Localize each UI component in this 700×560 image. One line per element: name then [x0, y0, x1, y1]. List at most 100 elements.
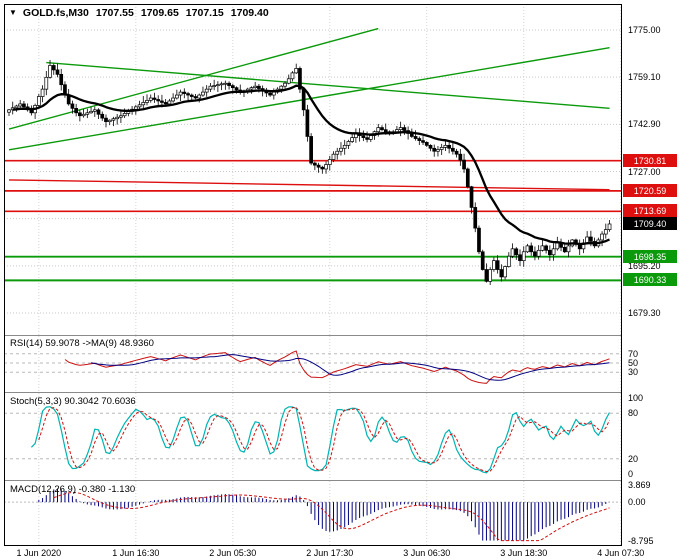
rsi-axis-label: 70 — [628, 348, 639, 359]
chart-header: ▼ GOLD.fs,M30 1707.55 1709.65 1707.15 1709.40 — [9, 7, 269, 19]
rsi-indicator-label: RSI(14) 59.9078 ->MA(9) 48.9360 — [10, 338, 154, 349]
candle-bull — [7, 109, 11, 113]
candle-bear — [301, 88, 306, 111]
candle-bull — [290, 72, 295, 80]
ascending-trendline-2[interactable] — [8, 47, 610, 151]
candle-bear — [499, 269, 504, 278]
candle-bull — [525, 245, 530, 253]
candle-bull — [216, 84, 220, 87]
candle-bear — [518, 254, 522, 262]
candle-bull — [89, 110, 93, 114]
stochastic-indicator-panel[interactable] — [4, 393, 622, 480]
ascending-trendline-1[interactable] — [8, 27, 379, 130]
candle-bear — [465, 168, 470, 188]
candle-bull — [115, 116, 120, 120]
candle-bear — [193, 96, 198, 99]
descending-trendline[interactable] — [46, 61, 610, 110]
candle-bull — [521, 251, 526, 262]
ma-line[interactable] — [12, 84, 610, 246]
time-axis-label: 4 Jun 07:30 — [597, 548, 645, 558]
candle-bull — [208, 85, 213, 90]
price-tag: 1690.33 — [623, 273, 677, 287]
candle-bull — [111, 118, 116, 121]
candle-bull — [141, 102, 146, 106]
panel-separator[interactable] — [4, 392, 622, 393]
candle-bear — [451, 147, 455, 152]
candle-bear — [268, 92, 272, 96]
macd-indicator-panel[interactable] — [4, 481, 622, 545]
time-axis-label: 1 Jun 16:30 — [112, 548, 160, 558]
candle-bear — [409, 133, 414, 137]
candle-bear — [163, 102, 168, 105]
macd-signal-line — [53, 491, 610, 542]
panel-separator[interactable] — [4, 480, 622, 481]
price-axis-label: 1679.30 — [628, 308, 661, 318]
macd-axis-label: -8.795 — [628, 536, 654, 546]
candle-bear — [495, 260, 500, 270]
candle-bull — [506, 255, 511, 267]
candle-bear — [305, 109, 310, 137]
candle-bear — [22, 103, 26, 108]
stoch-axis-label: 0 — [628, 469, 634, 479]
symbol-dropdown-icon[interactable]: ▼ — [9, 8, 17, 17]
candle-bull — [18, 103, 23, 107]
candle-bear — [365, 137, 369, 140]
candle-bear — [96, 109, 101, 115]
time-scale[interactable]: 1 Jun 2020 1 Jun 16:30 2 Jun 05:30 2 Jun 17… — [0, 546, 700, 560]
candle-bear — [152, 97, 157, 100]
candle-bull — [540, 245, 545, 251]
candle-bear — [189, 94, 194, 97]
macd-axis-label: 3.869 — [628, 480, 651, 490]
ohlc-low: 1707.15 — [185, 7, 224, 19]
main-price-chart[interactable] — [4, 4, 622, 335]
rsi-line — [64, 350, 610, 384]
price-scale[interactable]: 1775.001759.101742.901727.001711.101695.… — [622, 0, 700, 560]
price-tag: 1713.69 — [623, 204, 677, 218]
candle-bear — [402, 127, 407, 131]
candle-bear — [480, 251, 485, 270]
candle-bear — [477, 227, 481, 253]
candle-bull — [536, 249, 541, 257]
candle-bull — [223, 82, 228, 85]
rsi-indicator-panel[interactable] — [4, 336, 622, 392]
candle-bear — [104, 117, 108, 123]
candle-bull — [14, 105, 19, 109]
candle-bull — [40, 88, 45, 97]
candle-bull — [171, 97, 175, 102]
stoch-axis-label: 100 — [628, 393, 644, 403]
panel-separator[interactable] — [4, 335, 622, 336]
price-tag: 1709.40 — [623, 216, 677, 230]
candle-bull — [443, 144, 448, 148]
candle-bull — [119, 115, 123, 118]
candle-bear — [458, 153, 463, 161]
candle-bull — [122, 113, 127, 117]
candle-bear — [257, 85, 261, 89]
candle-bull — [503, 266, 507, 278]
candle-bull — [286, 78, 291, 84]
candle-bull — [81, 113, 86, 117]
price-axis-label: 1742.90 — [628, 119, 661, 130]
price-axis-label: 1695.20 — [628, 260, 661, 271]
candle-bear — [186, 93, 190, 96]
candle-bull — [335, 150, 340, 155]
candle-bear — [234, 87, 239, 91]
candle-bear — [447, 144, 451, 149]
rsi-ma-line — [90, 354, 610, 381]
stoch-k-line — [30, 406, 611, 474]
candle-bull — [488, 269, 493, 282]
candle-bear — [182, 91, 187, 94]
candle-bull — [324, 164, 328, 170]
stoch-d-line — [38, 406, 610, 473]
time-axis-label: 3 Jun 06:30 — [403, 548, 451, 558]
candle-bear — [160, 100, 164, 103]
ohlc-close: 1709.40 — [230, 7, 269, 19]
macd-indicator-label: MACD(12,26,9) -0.380 -1.130 — [10, 484, 136, 495]
symbol-timeframe-label: GOLD.fs,M30 — [22, 7, 89, 19]
candle-bull — [249, 87, 254, 90]
sloped-resistance-line[interactable] — [8, 179, 610, 191]
candle-bull — [368, 135, 373, 140]
candle-bull — [492, 260, 496, 270]
candle-bull — [201, 91, 205, 96]
candle-bull — [607, 223, 612, 230]
candle-bear — [320, 166, 325, 170]
